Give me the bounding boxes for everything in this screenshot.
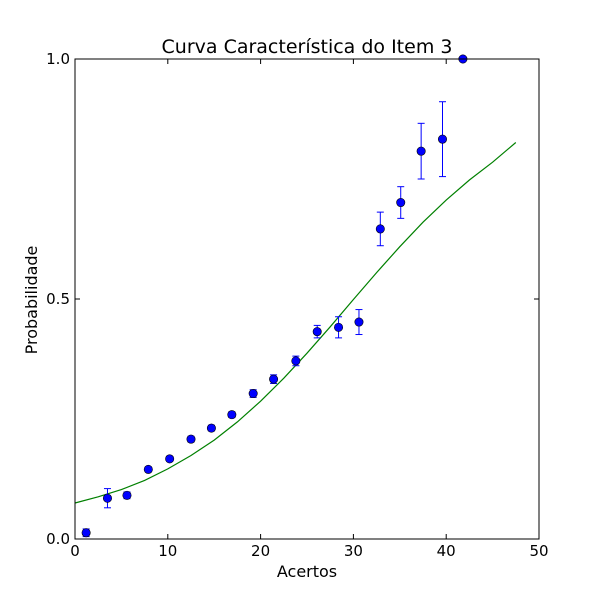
data-point xyxy=(143,464,153,474)
x-tick-label: 0 xyxy=(70,542,80,560)
data-point xyxy=(312,327,322,337)
fitted-curve-layer xyxy=(74,142,517,504)
data-point xyxy=(354,317,364,327)
data-point xyxy=(186,434,196,444)
data-point xyxy=(269,374,279,384)
y-axis-label: Probabilidade xyxy=(22,246,41,355)
data-point xyxy=(81,528,91,538)
axis-ticks: 0 10 20 30 40 50 0.0 0.5 1.0 xyxy=(46,50,548,560)
x-tick-label: 30 xyxy=(344,542,363,560)
data-point xyxy=(165,454,175,464)
data-point xyxy=(206,423,216,433)
data-point xyxy=(122,490,132,500)
chart-title: Curva Característica do Item 3 xyxy=(162,36,453,58)
fitted-curve-line xyxy=(74,142,517,504)
data-point xyxy=(396,198,406,208)
x-tick-label: 50 xyxy=(529,542,548,560)
data-point xyxy=(334,322,344,332)
x-tick-label: 40 xyxy=(437,542,456,560)
data-point xyxy=(248,389,258,399)
y-tick-label: 1.0 xyxy=(46,50,70,68)
data-point xyxy=(102,493,112,503)
x-axis-label: Acertos xyxy=(277,562,337,581)
x-tick-label: 20 xyxy=(251,542,270,560)
data-point xyxy=(416,146,426,156)
errorbars-layer xyxy=(82,101,446,538)
data-point xyxy=(291,356,301,366)
data-points-layer xyxy=(81,54,468,538)
data-point xyxy=(437,134,447,144)
data-point xyxy=(227,410,237,420)
y-tick-label: 0.0 xyxy=(46,530,70,548)
data-point xyxy=(375,224,385,234)
plot-frame xyxy=(74,58,540,540)
y-tick-label: 0.5 xyxy=(46,290,70,308)
x-tick-label: 10 xyxy=(158,542,177,560)
